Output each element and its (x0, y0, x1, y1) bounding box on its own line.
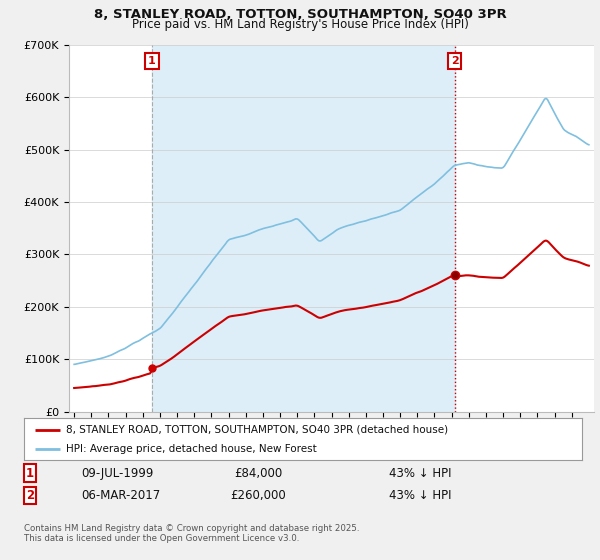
Text: 1: 1 (26, 466, 34, 480)
Bar (152, 45, 455, 412)
Text: 43% ↓ HPI: 43% ↓ HPI (389, 466, 451, 480)
Text: 1: 1 (148, 56, 156, 66)
Text: 2: 2 (451, 56, 458, 66)
Text: Price paid vs. HM Land Registry's House Price Index (HPI): Price paid vs. HM Land Registry's House … (131, 18, 469, 31)
Text: £260,000: £260,000 (230, 489, 286, 502)
Text: Contains HM Land Registry data © Crown copyright and database right 2025.
This d: Contains HM Land Registry data © Crown c… (24, 524, 359, 543)
Text: 2: 2 (26, 489, 34, 502)
Text: HPI: Average price, detached house, New Forest: HPI: Average price, detached house, New … (66, 444, 317, 454)
Text: 8, STANLEY ROAD, TOTTON, SOUTHAMPTON, SO40 3PR: 8, STANLEY ROAD, TOTTON, SOUTHAMPTON, SO… (94, 8, 506, 21)
Text: £84,000: £84,000 (234, 466, 282, 480)
Text: 09-JUL-1999: 09-JUL-1999 (81, 466, 154, 480)
Text: 8, STANLEY ROAD, TOTTON, SOUTHAMPTON, SO40 3PR (detached house): 8, STANLEY ROAD, TOTTON, SOUTHAMPTON, SO… (66, 424, 448, 435)
Text: 43% ↓ HPI: 43% ↓ HPI (389, 489, 451, 502)
Text: 06-MAR-2017: 06-MAR-2017 (81, 489, 160, 502)
